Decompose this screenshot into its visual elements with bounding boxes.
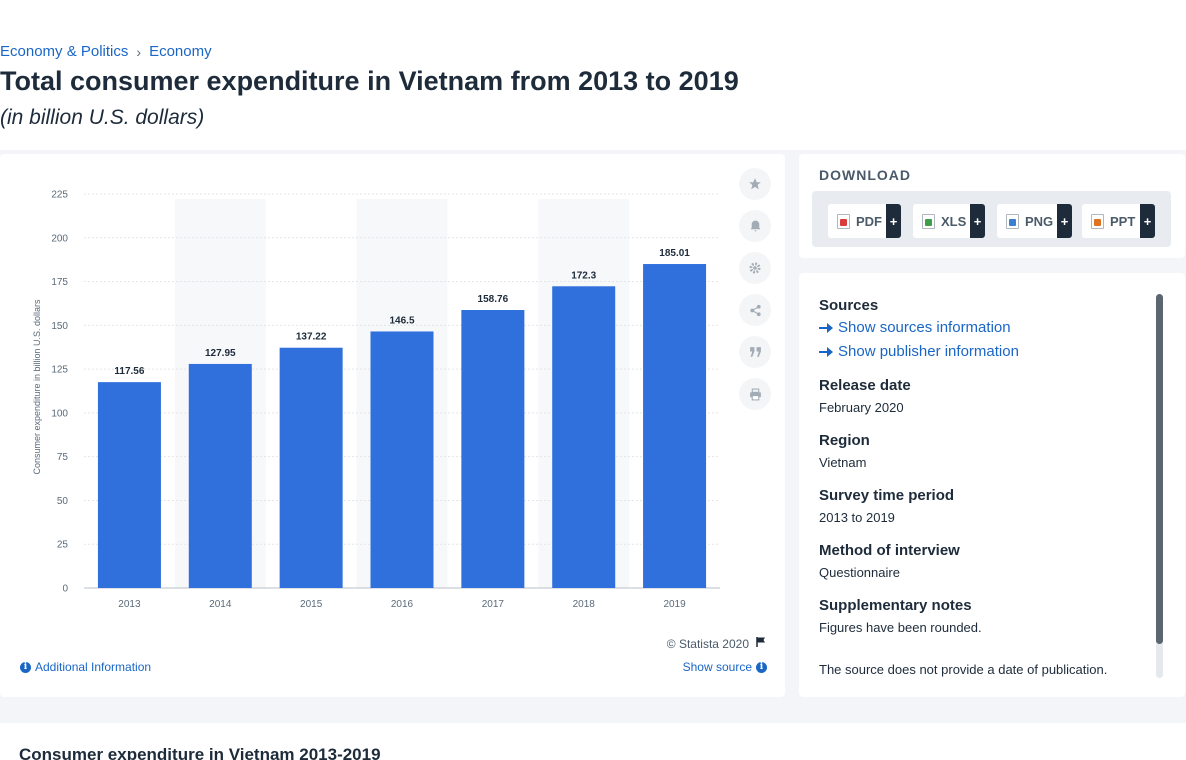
breadcrumb-item-economy-politics[interactable]: Economy & Politics — [0, 43, 129, 60]
show-source-link[interactable]: Show source i — [683, 660, 767, 674]
download-bar: PDF + XLS + PNG + PPT + — [812, 191, 1171, 247]
xls-plus-button[interactable]: + — [970, 204, 985, 238]
statistic-details-card: Sources Show sources information Show pu… — [799, 273, 1185, 697]
quote-icon[interactable] — [739, 336, 771, 368]
download-pdf-button[interactable]: PDF + — [828, 204, 901, 238]
bar — [552, 286, 616, 588]
pdf-file-icon — [837, 213, 850, 229]
data-label: 172.3 — [571, 270, 596, 281]
y-tick-label: 25 — [57, 540, 69, 551]
download-title: DOWNLOAD — [819, 167, 911, 183]
supplementary-note-publication: The source does not provide a date of pu… — [819, 662, 1108, 677]
arrow-right-icon — [819, 346, 833, 357]
additional-information-label: Additional Information — [35, 660, 152, 674]
png-label: PNG — [1025, 213, 1054, 229]
y-tick-label: 0 — [62, 584, 68, 595]
survey-period-label: Survey time period — [819, 487, 955, 504]
x-tick-label: 2017 — [482, 599, 505, 610]
png-plus-button[interactable]: + — [1057, 204, 1072, 238]
region-label: Region — [819, 432, 870, 449]
download-xls-button[interactable]: XLS + — [913, 204, 985, 238]
scrollbar-thumb[interactable] — [1156, 294, 1163, 644]
region-value: Vietnam — [819, 455, 867, 470]
download-ppt-button[interactable]: PPT + — [1082, 204, 1155, 238]
download-card: DOWNLOAD PDF + XLS + PNG + PPT + — [799, 154, 1185, 258]
data-label: 137.22 — [296, 332, 327, 343]
bar — [643, 264, 707, 588]
breadcrumb-item-economy[interactable]: Economy — [149, 43, 212, 60]
star-icon[interactable] — [739, 168, 771, 200]
chart-toolbar — [739, 168, 771, 420]
related-title[interactable]: Consumer expenditure in Vietnam 2013-201… — [19, 745, 381, 760]
show-source-label: Show source — [682, 660, 752, 674]
statistic-details: Sources Show sources information Show pu… — [819, 297, 1149, 677]
supplementary-note-rounded: Figures have been rounded. — [819, 620, 982, 635]
data-label: 117.56 — [114, 366, 144, 377]
chart-card: 0 25 50 75 100 125 150 175 200 225 Consumer expend… — [0, 154, 785, 697]
chart-credit: © Statista 2020 — [667, 636, 767, 651]
show-publisher-label: Show publisher information — [838, 343, 1019, 360]
breadcrumb-separator: › — [136, 43, 142, 60]
header-band — [0, 0, 1186, 150]
xls-file-icon — [922, 213, 935, 229]
pdf-label: PDF — [856, 213, 882, 229]
ppt-label: PPT — [1110, 213, 1136, 229]
y-tick-label: 125 — [51, 365, 68, 376]
ppt-plus-button[interactable]: + — [1140, 204, 1155, 238]
x-tick-label: 2013 — [118, 599, 141, 610]
show-sources-label: Show sources information — [838, 319, 1011, 336]
ppt-file-icon — [1091, 213, 1104, 229]
png-file-icon — [1006, 213, 1019, 229]
bar — [279, 347, 343, 588]
pdf-plus-button[interactable]: + — [886, 204, 901, 238]
data-label: 158.76 — [478, 294, 509, 305]
additional-information-link[interactable]: i Additional Information — [20, 660, 151, 674]
method-label: Method of interview — [819, 542, 960, 559]
bar-chart: 0 25 50 75 100 125 150 175 200 225 Consumer expend… — [32, 190, 720, 610]
show-sources-link[interactable]: Show sources information — [819, 319, 1149, 336]
share-icon[interactable] — [739, 294, 771, 326]
info-icon: i — [20, 661, 31, 673]
gear-icon[interactable] — [739, 252, 771, 284]
bar — [370, 331, 434, 588]
show-publisher-link[interactable]: Show publisher information — [819, 343, 1149, 360]
x-tick-label: 2016 — [391, 599, 414, 610]
y-tick-label: 50 — [57, 496, 69, 507]
x-tick-label: 2018 — [573, 599, 596, 610]
method-value: Questionnaire — [819, 565, 900, 580]
related-card: Consumer expenditure in Vietnam 2013-201… — [0, 723, 1186, 760]
xls-label: XLS — [941, 213, 967, 229]
x-tick-label: 2019 — [663, 599, 686, 610]
page-subtitle: (in billion U.S. dollars) — [0, 106, 205, 129]
y-axis-label: Consumer expenditure in billion U.S. dol… — [32, 299, 42, 475]
release-date-value: February 2020 — [819, 400, 904, 415]
data-label: 127.95 — [205, 348, 236, 359]
x-tick-label: 2015 — [300, 599, 323, 610]
info-icon: i — [756, 661, 767, 673]
y-tick-label: 200 — [51, 233, 68, 244]
bar — [461, 309, 525, 588]
sources-label: Sources — [819, 297, 879, 314]
download-png-button[interactable]: PNG + — [997, 204, 1072, 238]
flag-icon[interactable] — [755, 636, 767, 651]
release-date-label: Release date — [819, 377, 911, 394]
bell-icon[interactable] — [739, 210, 771, 242]
data-label: 146.5 — [389, 315, 414, 326]
y-tick-label: 225 — [51, 190, 68, 201]
x-tick-label: 2014 — [209, 599, 232, 610]
y-tick-label: 100 — [51, 408, 68, 419]
bar — [188, 363, 252, 588]
data-label: 185.01 — [659, 248, 690, 259]
print-icon[interactable] — [739, 378, 771, 410]
credit-text: © Statista 2020 — [666, 636, 749, 651]
survey-period-value: 2013 to 2019 — [819, 510, 895, 525]
arrow-right-icon — [819, 322, 833, 333]
y-tick-label: 75 — [57, 452, 69, 463]
supplementary-notes-label: Supplementary notes — [819, 597, 972, 614]
breadcrumb: Economy & Politics › Economy — [0, 43, 212, 60]
bar — [97, 382, 161, 588]
page-title: Total consumer expenditure in Vietnam fr… — [0, 66, 739, 96]
y-tick-label: 150 — [51, 321, 68, 332]
y-tick-label: 175 — [51, 277, 68, 288]
